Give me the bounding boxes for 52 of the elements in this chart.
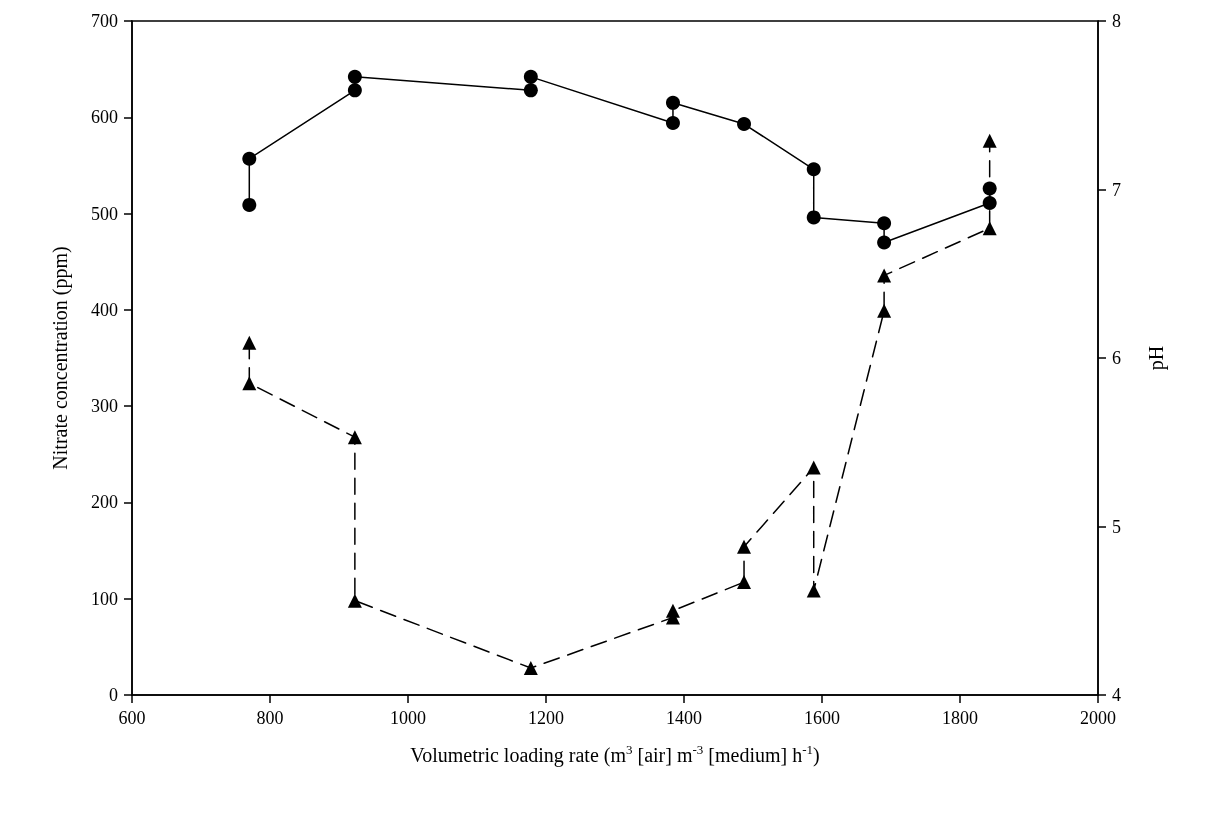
y-tick-label: 100 (91, 588, 118, 609)
point (347, 69, 362, 84)
y2-tick-label: 4 (1112, 685, 1121, 705)
y-axis-title: Nitrate concentration (ppm) (49, 246, 72, 470)
point (806, 162, 821, 177)
x-tick-label: 1600 (804, 708, 840, 728)
y2-tick-label: 6 (1112, 348, 1121, 368)
point (347, 593, 362, 608)
point (877, 268, 892, 283)
point (982, 181, 997, 196)
point (347, 83, 362, 98)
x-tick-label: 2000 (1080, 708, 1116, 728)
y-tick-label: 300 (91, 396, 118, 417)
point (737, 117, 752, 132)
point (982, 133, 997, 148)
point (523, 83, 538, 98)
point (242, 376, 257, 391)
y2-tick-label: 7 (1112, 179, 1121, 200)
y-tick-label: 500 (91, 203, 118, 224)
y-tick-label: 0 (109, 685, 118, 705)
y-tick-label: 400 (91, 299, 118, 320)
point (242, 151, 257, 166)
point (877, 235, 892, 250)
y-tick-label: 700 (91, 11, 118, 31)
point (665, 116, 680, 131)
point (737, 575, 752, 590)
point (523, 69, 538, 84)
x-tick-label: 600 (118, 708, 146, 728)
y2-tick-label: 5 (1112, 516, 1121, 537)
point (806, 583, 821, 598)
y-tick-label: 600 (91, 107, 118, 128)
point (982, 195, 997, 210)
point (877, 216, 892, 231)
point (806, 460, 821, 475)
point (347, 430, 362, 445)
point (665, 95, 680, 110)
y2-axis-title: pH (1145, 345, 1168, 371)
x-tick-label: 1800 (942, 708, 978, 728)
point (806, 210, 821, 225)
point (877, 303, 892, 318)
point (665, 603, 680, 618)
point (982, 221, 997, 236)
y-tick-label: 200 (91, 492, 118, 513)
x-tick-label: 800 (256, 708, 284, 728)
point (242, 197, 257, 212)
y2-tick-label: 8 (1112, 11, 1121, 31)
point (737, 539, 752, 554)
x-tick-label: 1000 (390, 708, 426, 728)
point (242, 335, 257, 350)
x-tick-label: 1400 (666, 708, 702, 728)
x-tick-label: 1200 (528, 708, 564, 728)
point (523, 661, 538, 676)
